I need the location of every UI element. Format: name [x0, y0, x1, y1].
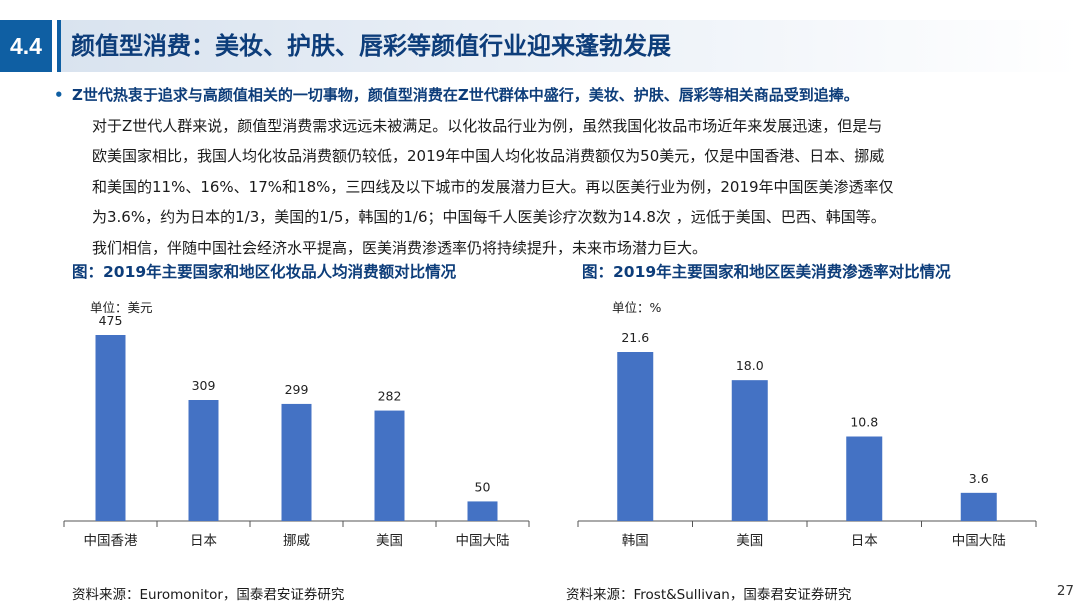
bar-0 [617, 352, 654, 521]
bar-3 [374, 410, 405, 521]
left-chart-source: 资料来源：Euromonitor，国泰君安证券研究 [72, 587, 345, 603]
page-number: 27 [1056, 583, 1074, 599]
title-bar: 颜值型消费：美妆、护肤、唇彩等颜值行业迎来蓬勃发展 [57, 20, 1080, 72]
body-text-block: • Z世代热衷于追求与高颜值相关的一切事物，颜值型消费在Z世代群体中盛行，美妆、… [54, 80, 1062, 263]
x-tick-label-1: 日本 [190, 533, 217, 549]
data-label-0: 475 [99, 313, 123, 328]
data-label-1: 309 [192, 378, 216, 393]
body-line: 我们相信，伴随中国社会经济水平提高，医美消费渗透率仍将持续提升，未来市场潜力巨大… [92, 238, 708, 257]
left-chart-title: 图：2019年主要国家和地区化妆品人均消费额对比情况 [72, 263, 457, 281]
x-tick-label-0: 中国香港 [84, 533, 138, 549]
slide-title: 颜值型消费：美妆、护肤、唇彩等颜值行业迎来蓬勃发展 [71, 32, 671, 60]
body-line: 和美国的11%、16%、17%和18%，三四线及以下城市的发展潜力巨大。再以医美… [92, 177, 894, 196]
bullet-point: • Z世代热衷于追求与高颜值相关的一切事物，颜值型消费在Z世代群体中盛行，美妆、… [54, 80, 1062, 111]
slide-header: 4.4 颜值型消费：美妆、护肤、唇彩等颜值行业迎来蓬勃发展 [0, 20, 1080, 72]
bar-3 [960, 492, 997, 521]
data-label-2: 10.8 [850, 415, 878, 430]
x-tick-label-2: 日本 [851, 533, 879, 549]
bar-2 [281, 403, 312, 521]
right-chart-title: 图：2019年主要国家和地区医美消费渗透率对比情况 [582, 263, 951, 281]
bar-0 [95, 335, 126, 521]
bullet-dot-icon: • [54, 86, 64, 104]
bar-2 [846, 436, 883, 521]
bar-1 [731, 380, 768, 521]
x-tick-label-4: 中国大陆 [456, 533, 510, 549]
data-label-4: 50 [475, 479, 491, 494]
x-tick-label-0: 韩国 [622, 533, 649, 549]
x-tick-label-1: 美国 [736, 533, 763, 549]
body-line: 欧美国家相比，我国人均化妆品消费额仍较低，2019年中国人均化妆品消费额仅为50… [92, 147, 885, 165]
right-chart-source: 资料来源：Frost&Sullivan，国泰君安证券研究 [566, 587, 852, 603]
data-label-0: 21.6 [621, 330, 649, 345]
data-label-3: 282 [378, 389, 402, 404]
x-tick-label-2: 挪威 [283, 533, 310, 549]
bar-4 [467, 501, 498, 521]
data-label-2: 299 [285, 382, 309, 397]
bullet-highlight-text: Z世代热衷于追求与高颜值相关的一切事物，颜值型消费在Z世代群体中盛行，美妆、护肤… [72, 86, 859, 104]
body-line: 对于Z世代人群来说，颜值型消费需求远远未被满足。以化妆品行业为例，虽然我国化妆品… [92, 116, 883, 135]
x-tick-label-3: 美国 [376, 533, 403, 549]
x-tick-label-3: 中国大陆 [952, 533, 1006, 549]
data-label-3: 3.6 [969, 471, 989, 486]
body-line: 为3.6%，约为日本的1/3，美国的1/5，韩国的1/6；中国每千人医美诊疗次数… [92, 208, 886, 226]
section-number-badge: 4.4 [0, 20, 52, 72]
right-chart-unit: 单位：% [612, 300, 662, 315]
data-label-1: 18.0 [736, 358, 764, 373]
bar-1 [188, 400, 219, 521]
left-chart-unit: 单位：美元 [90, 300, 153, 315]
